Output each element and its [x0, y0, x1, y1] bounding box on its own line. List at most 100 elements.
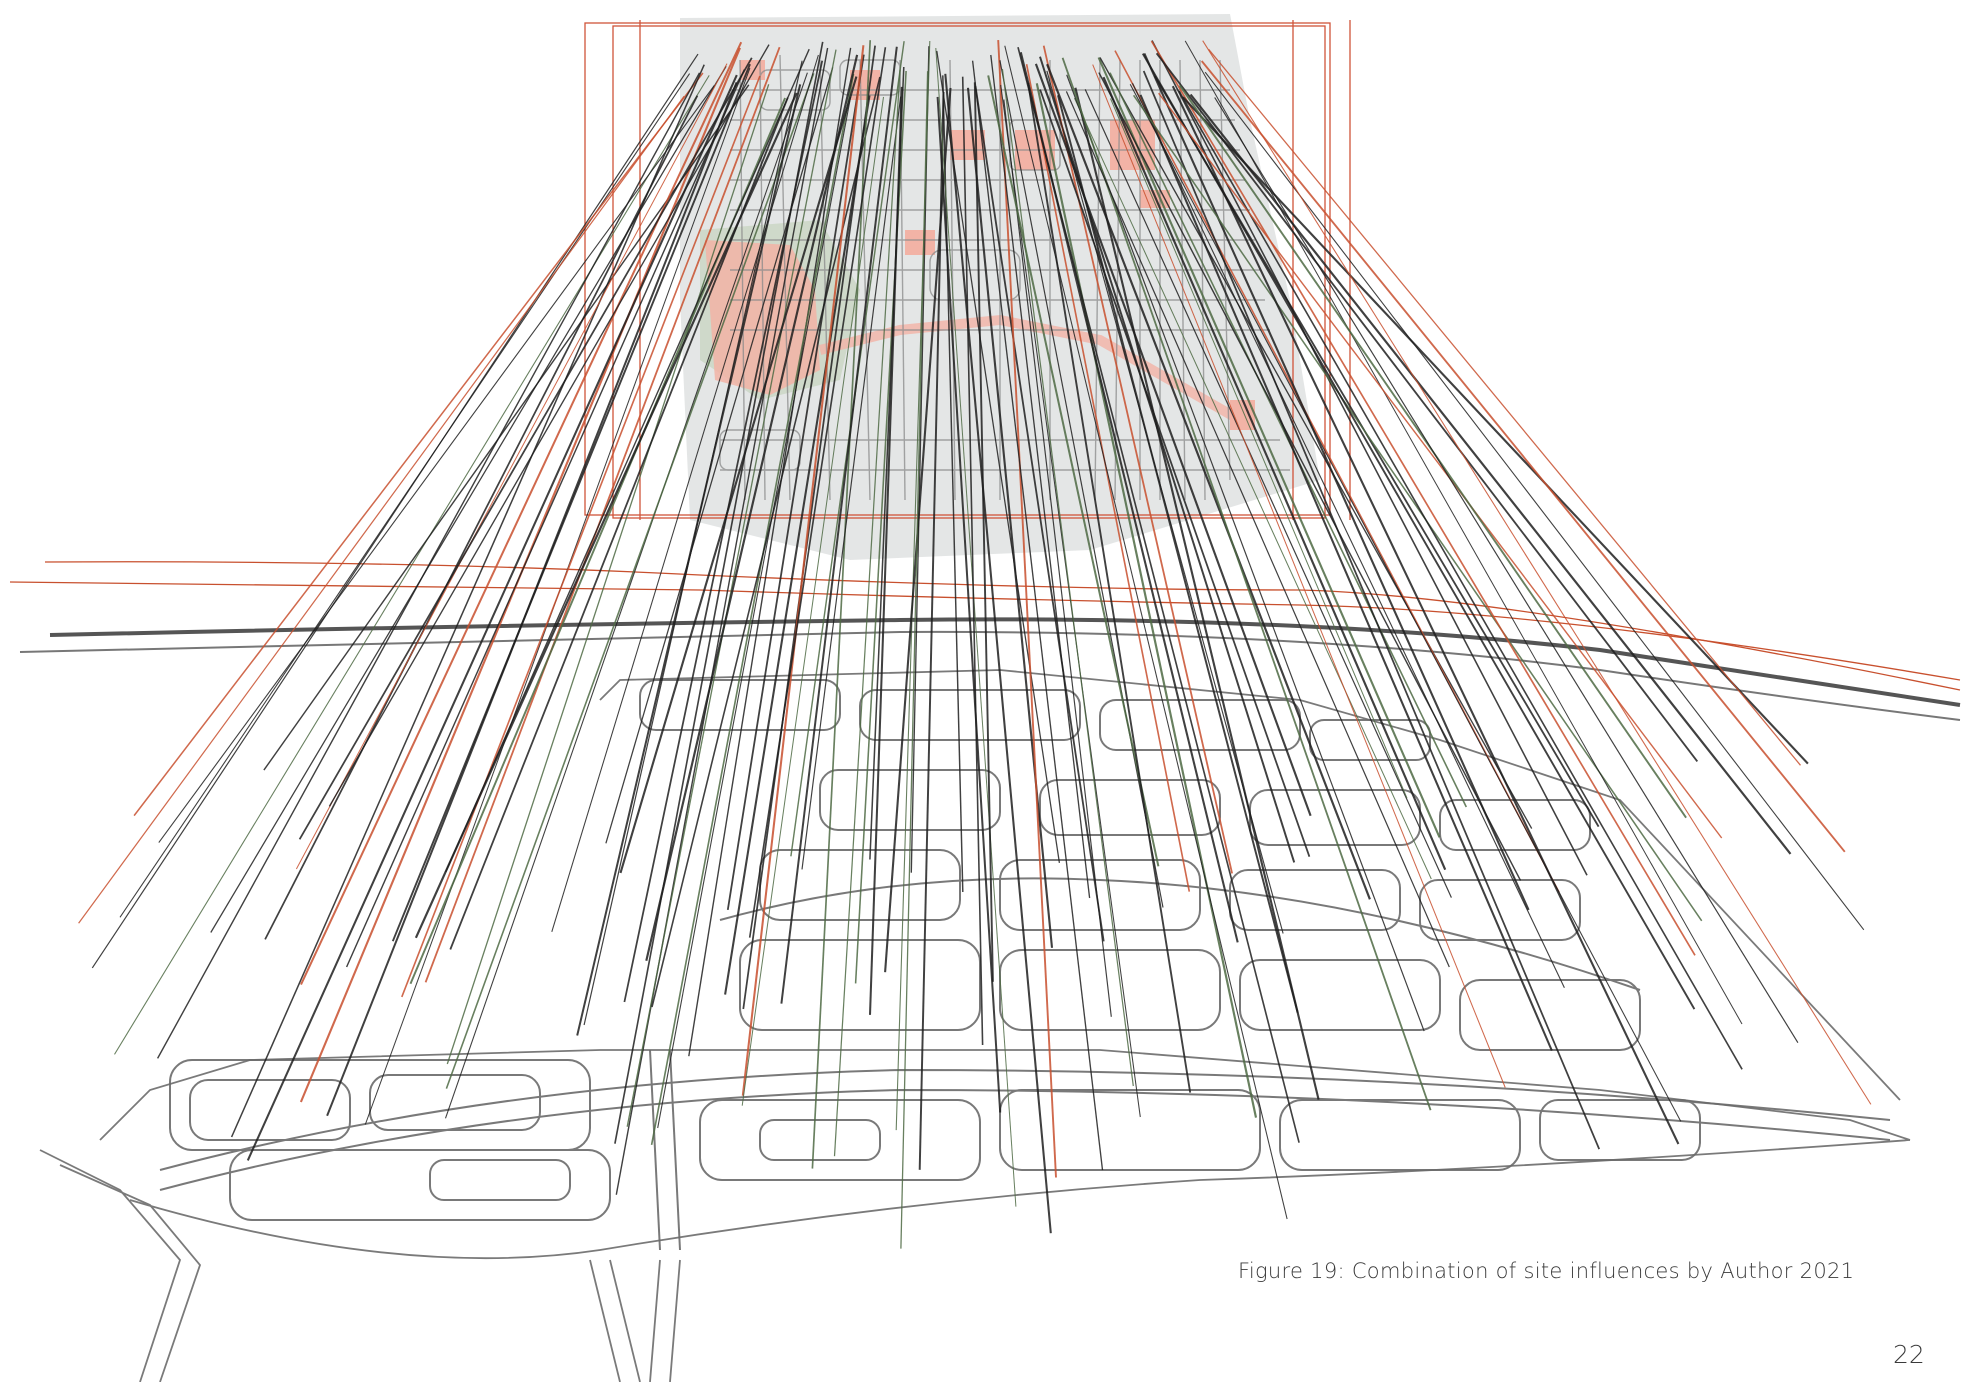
- influence-line: [1129, 83, 1682, 1122]
- influence-line: [626, 49, 837, 1127]
- influence-line: [1102, 76, 1447, 871]
- influence-line: [811, 40, 872, 1169]
- influence-line: [1035, 83, 1258, 1118]
- influence-line: [1066, 74, 1425, 1032]
- influence-line: [974, 86, 1105, 942]
- influence-line: [650, 73, 855, 1146]
- influence-line: [1003, 99, 1112, 1017]
- influence-line: [944, 73, 1052, 1234]
- influence-line: [133, 72, 704, 817]
- influence-line: [961, 76, 984, 1046]
- influence-line: [345, 69, 746, 968]
- influence-line: [1150, 40, 1696, 956]
- influence-line: [328, 44, 770, 807]
- influence-line: [1046, 63, 1371, 900]
- influence-line: [748, 47, 887, 938]
- influence-line: [605, 67, 834, 844]
- influence-line: [1001, 68, 1134, 1087]
- influence-line: [91, 53, 699, 969]
- influence-line: [391, 63, 751, 942]
- influence-line: [936, 96, 1002, 1113]
- influence-line: [424, 46, 781, 983]
- influence-line: [987, 75, 1160, 867]
- influence-line: [230, 64, 705, 1138]
- influence-line: [623, 60, 824, 1003]
- influence-line: [1202, 40, 1872, 1105]
- influence-lines: [78, 40, 1872, 1249]
- influence-line: [780, 46, 898, 1004]
- lower-street-network: [159, 679, 1891, 1251]
- influence-line: [246, 74, 738, 1161]
- influence-line: [1142, 70, 1601, 1150]
- influence-line: [1131, 83, 1565, 988]
- influence-line: [1097, 57, 1441, 838]
- influence-line: [1139, 94, 1553, 1051]
- influence-line: [1200, 60, 1846, 853]
- influence-line: [1084, 89, 1452, 898]
- influence-line: [1039, 89, 1311, 857]
- influence-line: [990, 54, 1091, 899]
- influence-line: [997, 40, 1057, 1178]
- influence-line: [971, 60, 1104, 1171]
- influence-line: [688, 47, 852, 1057]
- influence-line: [1073, 97, 1432, 880]
- influence-line: [1057, 94, 1299, 1014]
- influence-line: [1204, 71, 1865, 931]
- influence-line: [1171, 85, 1680, 1145]
- influence-line: [936, 50, 1061, 863]
- influence-line: [1208, 48, 1801, 766]
- influence-line: [446, 84, 770, 1065]
- page-number: 22: [1893, 1340, 1925, 1369]
- influence-line: [1143, 52, 1530, 911]
- influence-line: [1092, 64, 1506, 1088]
- figure-caption: Figure 19: Combination of site influence…: [1238, 1259, 1855, 1283]
- influence-line: [551, 54, 819, 932]
- influence-line: [900, 71, 929, 1249]
- influence-line: [1214, 97, 1799, 1044]
- influence-line: [1141, 53, 1696, 1010]
- influence-line: [910, 46, 930, 873]
- influence-line: [619, 76, 858, 874]
- influence-line: [298, 57, 753, 840]
- influence-line: [1065, 91, 1450, 968]
- influence-line: [1155, 52, 1699, 762]
- influence-line: [1025, 64, 1191, 892]
- influence-line: [1158, 92, 1723, 839]
- influence-line: [114, 75, 710, 1055]
- influence-line: [449, 97, 789, 950]
- influence-line: [918, 91, 945, 1170]
- influence-line: [1061, 57, 1432, 1111]
- influence-line: [1098, 72, 1522, 881]
- influence-line: [833, 69, 901, 1157]
- influence-line: [444, 72, 808, 1119]
- influence-line: [801, 96, 902, 870]
- influence-line: [401, 75, 761, 998]
- influence-line: [300, 41, 743, 986]
- influence-line: [1178, 90, 1743, 1070]
- influence-line: [741, 96, 885, 1106]
- influence-line: [869, 66, 905, 860]
- influence-line: [445, 73, 815, 1089]
- influence-line: [158, 85, 715, 843]
- influence-line: [444, 48, 810, 873]
- influence-line: [1027, 82, 1192, 1093]
- influence-line: [973, 82, 994, 982]
- influence-line: [1019, 51, 1239, 943]
- red-frame: [584, 20, 1351, 520]
- influence-line: [1132, 94, 1703, 922]
- influence-line: [1004, 45, 1288, 1220]
- influence-line: [645, 54, 859, 961]
- influence-line: [966, 87, 1054, 948]
- influence-line: [742, 45, 876, 1010]
- influence-line: [1042, 45, 1233, 874]
- influence-line: [741, 45, 865, 1096]
- influence-line: [942, 75, 964, 893]
- influence-line: [295, 63, 728, 870]
- influence-line: [726, 54, 865, 911]
- influence-line: [210, 65, 727, 933]
- influence-line: [724, 95, 871, 995]
- influence-line: [935, 47, 1017, 1207]
- influence-line: [657, 96, 852, 1129]
- influence-line: [1110, 98, 1408, 799]
